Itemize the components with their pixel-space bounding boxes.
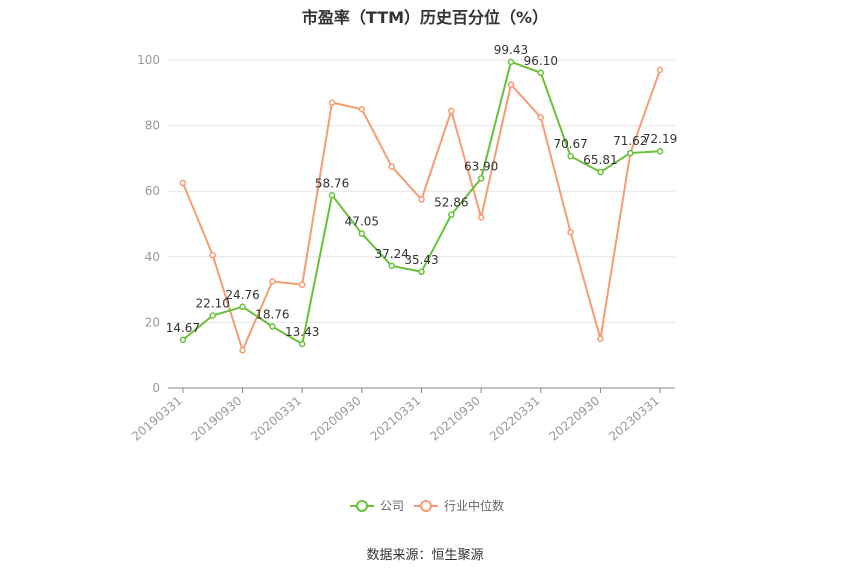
company-point bbox=[597, 168, 604, 176]
company-data-label: 71.62 bbox=[613, 134, 647, 148]
industry-point bbox=[477, 214, 485, 221]
x-tick-label: 20190930 bbox=[189, 394, 245, 444]
x-tick-label: 20230331 bbox=[606, 394, 662, 444]
legend-company-label: 公司 bbox=[380, 499, 404, 513]
industry-point bbox=[239, 347, 246, 354]
company-data-label: 22.10 bbox=[196, 297, 230, 311]
y-tick-label: 60 bbox=[145, 184, 160, 198]
company-point bbox=[269, 323, 276, 330]
company-point bbox=[567, 152, 574, 160]
company-point bbox=[239, 303, 246, 311]
y-tick-label: 80 bbox=[145, 119, 160, 133]
company-point bbox=[358, 230, 366, 237]
company-data-label: 47.05 bbox=[345, 215, 379, 229]
industry-point bbox=[448, 107, 455, 115]
y-tick-label: 100 bbox=[137, 53, 160, 67]
company-data-label: 14.67 bbox=[166, 321, 200, 335]
data-source: 数据来源：恒生聚源 bbox=[366, 548, 484, 563]
x-tick-label: 20200930 bbox=[308, 394, 364, 444]
chart-title: 市盈率（TTM）历史百分位（%） bbox=[301, 8, 549, 27]
company-data-label: 13.43 bbox=[285, 325, 319, 339]
company-data-label: 24.76 bbox=[225, 288, 259, 302]
legend-industry-label: 行业中位数 bbox=[444, 498, 504, 513]
industry-point bbox=[388, 163, 395, 170]
company-data-label: 70.67 bbox=[553, 137, 587, 151]
industry-point bbox=[507, 81, 515, 88]
industry-point bbox=[269, 278, 276, 285]
company-point bbox=[627, 149, 634, 157]
x-tick-label: 20220930 bbox=[547, 394, 603, 444]
company-data-label: 99.43 bbox=[494, 43, 528, 57]
company-point bbox=[298, 340, 306, 348]
company-data-label: 35.43 bbox=[404, 253, 438, 267]
company-point bbox=[507, 58, 515, 66]
x-tick-label: 20200331 bbox=[248, 394, 304, 444]
x-tick-label: 20210331 bbox=[368, 394, 424, 444]
company-point bbox=[656, 147, 664, 155]
legend-company-marker bbox=[356, 500, 368, 512]
company-point bbox=[328, 192, 336, 199]
industry-point bbox=[209, 251, 216, 259]
y-tick-label: 0 bbox=[152, 381, 160, 395]
industry-point bbox=[537, 114, 545, 121]
industry-point bbox=[298, 281, 306, 288]
company-point bbox=[388, 262, 395, 270]
industry-point bbox=[328, 99, 336, 106]
industry-point bbox=[597, 335, 604, 343]
y-tick-label: 20 bbox=[145, 315, 160, 329]
legend-industry-marker bbox=[420, 500, 432, 512]
x-tick-label: 20190331 bbox=[129, 394, 185, 444]
industry-point bbox=[179, 179, 187, 187]
industry-point bbox=[656, 66, 664, 74]
company-data-label: 37.24 bbox=[374, 247, 408, 261]
company-data-label: 63.90 bbox=[464, 159, 498, 173]
industry-point bbox=[418, 196, 425, 203]
x-tick-label: 20210930 bbox=[427, 394, 483, 444]
company-point bbox=[477, 175, 485, 182]
y-tick-label: 40 bbox=[145, 250, 160, 264]
industry-point bbox=[358, 105, 366, 113]
company-data-label: 58.76 bbox=[315, 176, 349, 190]
x-tick-label: 20220331 bbox=[487, 394, 543, 444]
company-data-label: 96.10 bbox=[524, 54, 558, 68]
company-data-label: 65.81 bbox=[583, 153, 617, 167]
company-point bbox=[448, 211, 455, 218]
industry-point bbox=[567, 228, 574, 236]
company-point bbox=[209, 312, 216, 319]
company-point bbox=[179, 336, 187, 344]
company-data-label: 72.19 bbox=[643, 132, 677, 146]
company-data-label: 18.76 bbox=[255, 307, 289, 321]
company-data-label: 52.86 bbox=[434, 196, 468, 210]
company-point bbox=[418, 268, 425, 276]
company-point bbox=[537, 69, 545, 77]
